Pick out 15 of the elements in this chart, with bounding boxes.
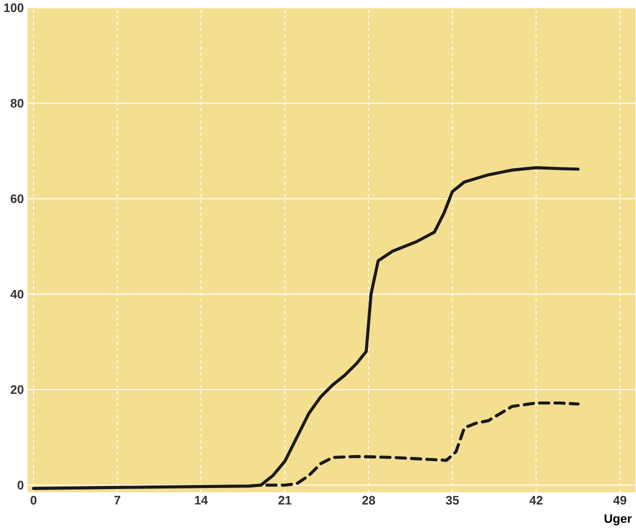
x-tick-label: 49 [613, 496, 626, 505]
x-tick-label: 7 [114, 496, 120, 504]
y-tick-label: 40 [10, 290, 24, 299]
x-tick-label: 0 [30, 496, 36, 505]
y-tick-label: 100 [4, 3, 24, 12]
y-tick-label: 80 [10, 98, 24, 108]
x-axis-title: Uger [604, 514, 632, 526]
x-tick-label: 42 [530, 496, 543, 505]
x-tick-label: 21 [278, 496, 292, 505]
y-tick-label: 20 [10, 385, 24, 394]
x-tick-label: 14 [195, 496, 208, 504]
y-tick-label: 0 [18, 480, 24, 490]
x-tick-label: 35 [446, 496, 459, 505]
y-tick-label: 60 [10, 194, 24, 204]
x-tick-label: 28 [362, 496, 376, 505]
